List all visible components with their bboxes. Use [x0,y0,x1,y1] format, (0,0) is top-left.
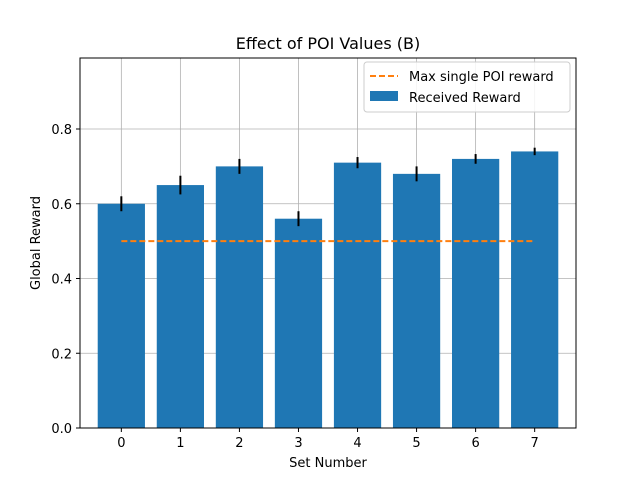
chart-title: Effect of POI Values (B) [236,34,421,53]
x-tick-label: 5 [412,436,420,451]
x-tick-label: 6 [471,436,479,451]
bar [333,162,382,428]
bars-group [97,151,559,429]
bar [215,166,264,428]
legend-label-max-poi: Max single POI reward [409,70,554,85]
bar [97,203,145,428]
y-axis-ticks: 0.0 0.2 0.4 0.6 0.8 [51,123,80,437]
bar [511,151,559,429]
legend-label-received-reward: Received Reward [409,91,521,106]
x-axis-label: Set Number [289,456,367,471]
y-tick-label: 0.0 [51,422,72,437]
x-axis-ticks: 0 1 2 3 4 5 6 7 [117,428,539,451]
bar [156,185,204,428]
error-bars-group [120,147,536,227]
legend-bar-swatch [370,91,398,101]
legend-box [363,61,571,113]
y-axis-label: Global Reward [29,196,44,290]
plot-frame [79,57,577,429]
y-tick-label: 0.8 [51,123,72,138]
x-tick-label: 4 [353,436,361,451]
y-tick-label: 0.6 [51,198,72,213]
x-tick-label: 1 [176,436,184,451]
bar [392,173,441,428]
legend: Max single POI reward Received Reward [363,61,571,113]
x-tick-label: 7 [531,436,539,451]
y-tick-label: 0.4 [51,273,72,288]
x-tick-label: 3 [294,436,302,451]
y-tick-label: 0.2 [51,347,72,362]
grid-lines [80,58,576,429]
bar [452,158,500,428]
bar [274,218,323,428]
x-tick-label: 2 [235,436,243,451]
x-tick-label: 0 [117,436,125,451]
